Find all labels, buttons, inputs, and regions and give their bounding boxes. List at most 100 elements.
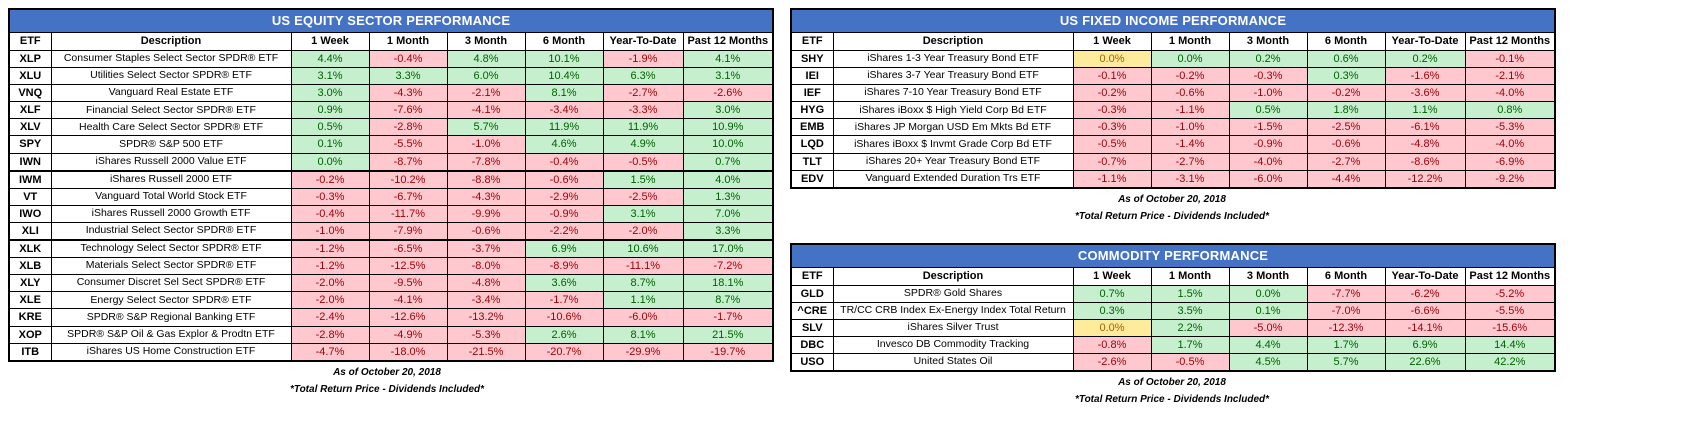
right-section: US FIXED INCOME PERFORMANCE ETF Descripti…: [790, 8, 1557, 405]
performance-value: -7.7%: [1306, 284, 1386, 303]
performance-value: 8.1%: [524, 84, 604, 103]
performance-value: -0.8%: [1072, 336, 1152, 355]
performance-value: -8.6%: [1384, 152, 1466, 171]
performance-value: -2.0%: [290, 291, 370, 310]
performance-value: -0.4%: [290, 204, 370, 223]
performance-value: -5.5%: [368, 135, 448, 154]
etf-ticker: ^CRE: [790, 301, 834, 320]
performance-value: -9.9%: [446, 204, 526, 223]
column-header: 1 Month: [368, 32, 448, 51]
performance-value: -2.1%: [1464, 67, 1556, 86]
performance-value: -19.7%: [682, 342, 774, 362]
etf-ticker: VT: [8, 187, 52, 206]
performance-value: -9.5%: [368, 274, 448, 293]
table-row: USO United States Oil -2.6% -0.5% 4.5% 5.7% 22…: [790, 353, 1556, 372]
performance-value: 0.7%: [682, 152, 774, 172]
performance-value: -0.2%: [1150, 67, 1230, 86]
etf-description: Financial Select Sector SPDR® ETF: [50, 101, 292, 120]
as-of-note: As of October 20, 2018: [1118, 377, 1226, 389]
performance-value: -0.9%: [524, 204, 604, 223]
etf-ticker: SLV: [790, 318, 834, 338]
performance-value: 2.2%: [1150, 318, 1230, 338]
performance-value: -7.6%: [368, 101, 448, 120]
column-header: 3 Month: [446, 32, 526, 51]
table-row: LQD iShares iBoxx $ Invmt Grade Corp Bd E…: [790, 135, 1556, 154]
fixed-income-table-block: US FIXED INCOME PERFORMANCE ETF Descripti…: [790, 8, 1557, 222]
performance-value: 5.7%: [446, 118, 526, 137]
performance-value: 7.0%: [682, 204, 774, 223]
performance-value: 1.7%: [1150, 336, 1230, 355]
performance-value: -0.3%: [290, 187, 370, 206]
table-row: IEI iShares 3-7 Year Treasury Bond ETF -0.…: [790, 67, 1556, 86]
performance-value: 0.2%: [1228, 49, 1308, 69]
performance-value: -4.3%: [446, 187, 526, 206]
performance-value: -7.2%: [682, 257, 774, 276]
performance-value: 4.6%: [524, 135, 604, 154]
performance-value: -1.5%: [1228, 118, 1308, 137]
performance-value: 3.3%: [682, 221, 774, 242]
column-header: Description: [832, 32, 1074, 51]
performance-value: 0.0%: [1228, 284, 1308, 303]
etf-description: iShares Silver Trust: [832, 318, 1074, 338]
performance-value: 0.6%: [1306, 49, 1386, 69]
table-row: HYG iShares iBoxx $ High Yield Corp Bd ET…: [790, 101, 1556, 120]
performance-value: -6.2%: [1384, 284, 1466, 303]
performance-value: -5.3%: [1464, 118, 1556, 137]
performance-value: 0.8%: [1464, 101, 1556, 120]
performance-value: 0.3%: [1072, 301, 1152, 320]
table-row: IWN iShares Russell 2000 Value ETF 0.0% -8.…: [8, 152, 774, 172]
performance-value: -5.5%: [1464, 301, 1556, 320]
performance-value: 3.0%: [290, 84, 370, 103]
performance-value: -4.8%: [1384, 135, 1466, 154]
etf-description: Materials Select Sector SPDR® ETF: [50, 257, 292, 276]
etf-description: iShares iBoxx $ High Yield Corp Bd ETF: [832, 101, 1074, 120]
performance-value: -0.2%: [1072, 84, 1152, 103]
etf-ticker: SPY: [8, 135, 52, 154]
column-header: 6 Month: [1306, 32, 1386, 51]
etf-description: iShares Russell 2000 Growth ETF: [50, 204, 292, 223]
etf-description: Vanguard Real Estate ETF: [50, 84, 292, 103]
performance-value: 4.0%: [682, 170, 774, 189]
performance-value: 0.1%: [290, 135, 370, 154]
etf-description: iShares 7-10 Year Treasury Bond ETF: [832, 84, 1074, 103]
as-of-note: As of October 20, 2018: [1118, 193, 1226, 205]
performance-value: -1.1%: [1072, 169, 1152, 189]
as-of-note: As of October 20, 2018: [333, 366, 441, 378]
performance-value: 1.7%: [1306, 336, 1386, 355]
performance-value: -0.4%: [368, 49, 448, 69]
performance-value: -0.6%: [524, 170, 604, 189]
performance-value: -29.9%: [602, 342, 684, 362]
performance-value: -4.9%: [368, 325, 448, 344]
performance-value: -13.2%: [446, 308, 526, 327]
table-row: GLD SPDR® Gold Shares 0.7% 1.5% 0.0% -7.7% -6.…: [790, 284, 1556, 303]
performance-value: 10.1%: [524, 49, 604, 69]
performance-value: 18.1%: [682, 274, 774, 293]
performance-value: 3.1%: [682, 67, 774, 86]
performance-value: 14.4%: [1464, 336, 1556, 355]
performance-value: 0.3%: [1306, 67, 1386, 86]
performance-value: -0.3%: [1072, 118, 1152, 137]
performance-value: -4.1%: [368, 291, 448, 310]
performance-value: -3.3%: [602, 101, 684, 120]
etf-description: SPDR® S&P 500 ETF: [50, 135, 292, 154]
performance-value: 1.1%: [602, 291, 684, 310]
performance-value: 10.9%: [682, 118, 774, 137]
performance-value: 5.7%: [1306, 353, 1386, 372]
etf-ticker: XLF: [8, 101, 52, 120]
performance-value: -6.0%: [1228, 169, 1308, 189]
etf-ticker: XLK: [8, 239, 52, 259]
performance-value: 0.0%: [1072, 318, 1152, 338]
performance-value: -3.4%: [524, 101, 604, 120]
column-header: Past 12 Months: [682, 32, 774, 51]
performance-value: -1.6%: [1384, 67, 1466, 86]
table-row: XLB Materials Select Sector SPDR® ETF -1.2…: [8, 257, 774, 276]
performance-value: 0.0%: [1150, 49, 1230, 69]
performance-value: -0.5%: [602, 152, 684, 172]
etf-description: United States Oil: [832, 353, 1074, 372]
performance-value: 6.0%: [446, 67, 526, 86]
commodity-table-block: COMMODITY PERFORMANCE ETF Description 1 We…: [790, 242, 1557, 405]
performance-value: -1.0%: [290, 221, 370, 242]
performance-value: -1.0%: [446, 135, 526, 154]
column-header: Description: [832, 266, 1074, 286]
column-header: ETF: [790, 32, 834, 51]
